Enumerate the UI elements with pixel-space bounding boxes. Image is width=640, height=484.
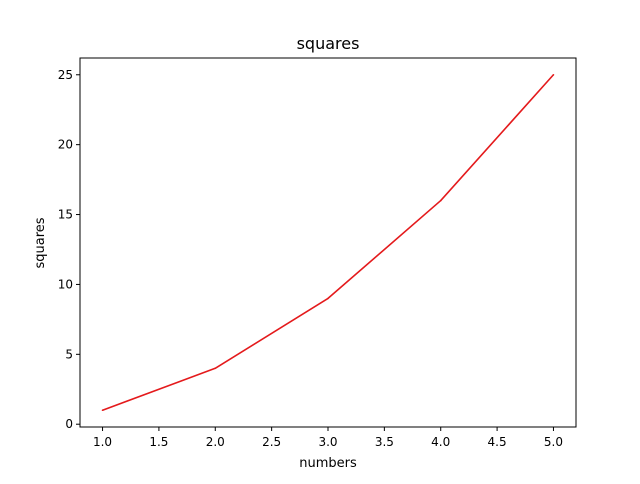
data-point [439,199,442,202]
plot-area: 1.0 1.5 2.0 2.5 3.0 3.5 4.0 4.5 5.0 0 5 10 15 20 25 [58,57,577,449]
x-axis-label: numbers [299,456,357,471]
x-tick-label: 2.0 [206,435,225,449]
y-tick-label: 0 [65,417,73,431]
y-tick-label: 5 [65,347,73,361]
y-tick-label: 15 [58,208,73,222]
x-tick-label: 3.5 [375,435,394,449]
data-point [327,297,329,300]
x-tick-label: 4.5 [488,435,507,449]
x-tick-label: 5.0 [544,435,563,449]
y-axis-ticks: 0 5 10 15 20 25 [58,68,80,431]
data-point [552,73,555,76]
x-tick-label: 3.0 [318,435,337,449]
x-tick-label: 1.5 [149,435,168,449]
y-tick-label: 10 [58,277,73,291]
y-tick-label: 25 [58,68,73,82]
chart-title: squares [297,34,360,53]
data-point [214,367,217,370]
x-tick-label: 1.0 [93,435,112,449]
series-group [101,73,555,412]
x-tick-label: 4.0 [431,435,450,449]
x-tick-label: 2.5 [262,435,281,449]
data-point [101,409,104,412]
y-tick-label: 20 [58,138,73,152]
y-axis-label: squares [33,217,48,268]
x-axis-ticks: 1.0 1.5 2.0 2.5 3.0 3.5 4.0 4.5 5.0 [93,427,563,449]
